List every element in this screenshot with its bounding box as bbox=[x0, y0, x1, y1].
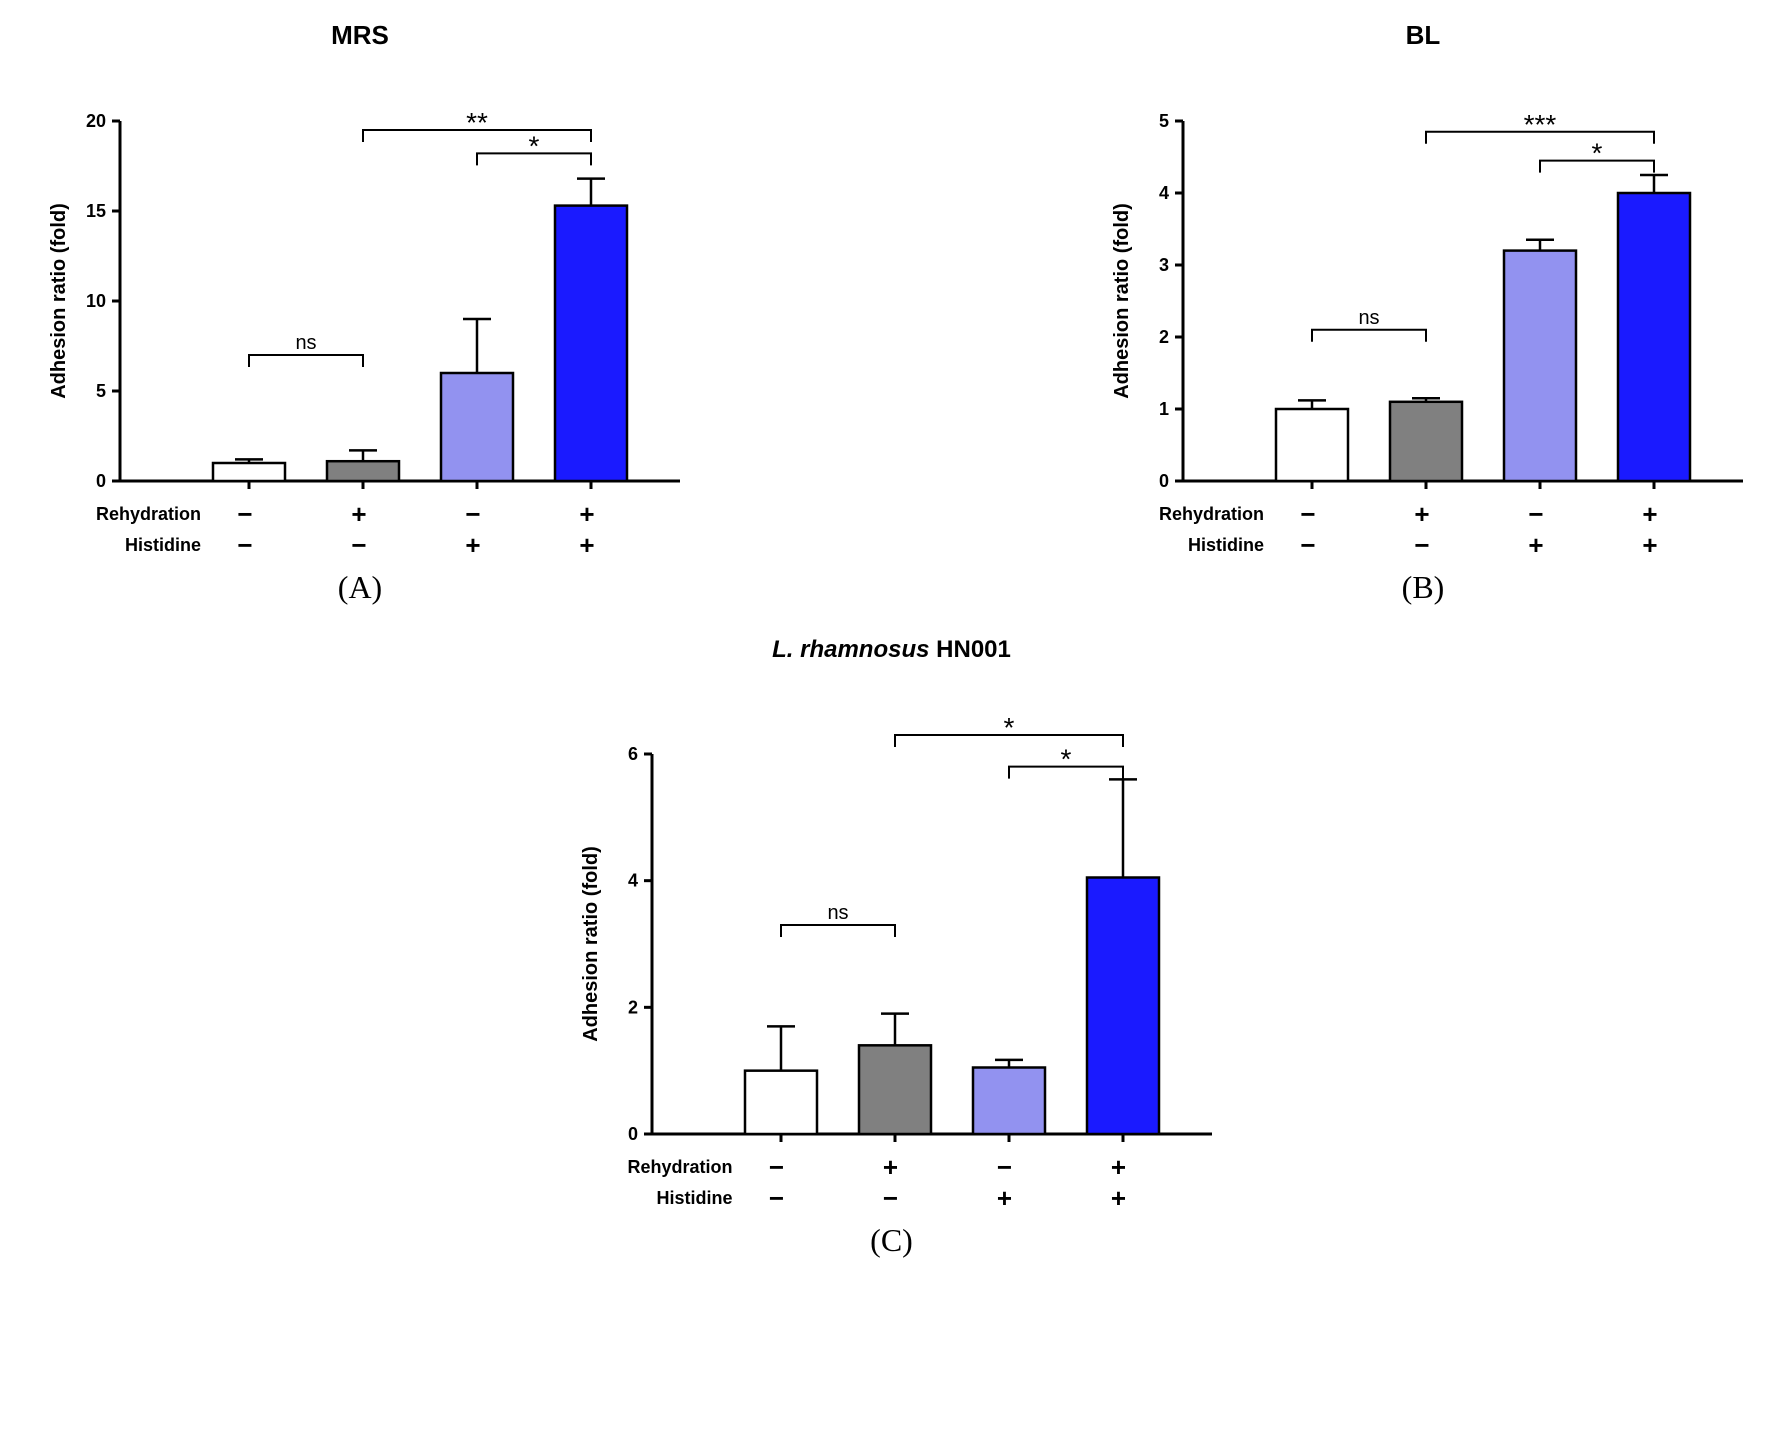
factor-symbol: − bbox=[1272, 499, 1344, 530]
factor-symbols: − − + + bbox=[1272, 530, 1686, 561]
factor-symbol: + bbox=[1386, 499, 1458, 530]
chart-title: BL bbox=[1083, 20, 1763, 51]
y-axis-label: Adhesion ratio (fold) bbox=[48, 203, 70, 399]
y-axis-label: Adhesion ratio (fold) bbox=[1111, 203, 1133, 399]
factor-symbol: + bbox=[1500, 530, 1572, 561]
significance-label: ns bbox=[827, 902, 848, 924]
factor-symbols: − − + + bbox=[209, 530, 623, 561]
bar bbox=[555, 206, 627, 481]
factor-symbols: − − + + bbox=[741, 1183, 1155, 1214]
panel-letter: (A) bbox=[20, 569, 700, 606]
bar bbox=[1276, 409, 1348, 481]
factor-symbol: + bbox=[1083, 1152, 1155, 1183]
significance-label: * bbox=[1003, 712, 1014, 743]
factor-symbol: − bbox=[323, 530, 395, 561]
figure-container: MRS05101520Adhesion ratio (fold)ns***Reh… bbox=[20, 20, 1763, 1259]
svg-text:6: 6 bbox=[627, 744, 637, 764]
svg-text:4: 4 bbox=[1159, 183, 1169, 203]
factor-row: Histidine−−++ bbox=[1083, 530, 1763, 561]
factor-rows: Rehydration−+−+Histidine−−++ bbox=[20, 499, 700, 561]
factor-symbol: − bbox=[855, 1183, 927, 1214]
panel-letter: (C) bbox=[552, 1222, 1232, 1259]
factor-symbols: − + − + bbox=[1272, 499, 1686, 530]
chart-title: L. rhamnosus HN001 bbox=[552, 636, 1232, 664]
factor-symbol: − bbox=[741, 1152, 813, 1183]
panel-b: BL012345Adhesion ratio (fold)ns****Rehyd… bbox=[1083, 20, 1763, 606]
significance-label: * bbox=[1060, 744, 1071, 775]
panel-a: MRS05101520Adhesion ratio (fold)ns***Reh… bbox=[20, 20, 700, 606]
factor-name: Histidine bbox=[552, 1188, 741, 1209]
factor-symbol: + bbox=[1083, 1183, 1155, 1214]
factor-symbol: + bbox=[855, 1152, 927, 1183]
bar bbox=[859, 1045, 931, 1134]
svg-text:0: 0 bbox=[96, 471, 106, 491]
svg-text:3: 3 bbox=[1159, 255, 1169, 275]
svg-text:20: 20 bbox=[86, 111, 106, 131]
svg-text:1: 1 bbox=[1159, 399, 1169, 419]
factor-symbol: − bbox=[969, 1152, 1041, 1183]
chart-svg: 05101520Adhesion ratio (fold)ns*** bbox=[20, 61, 700, 491]
factor-symbol: + bbox=[969, 1183, 1041, 1214]
svg-text:5: 5 bbox=[1159, 111, 1169, 131]
factor-symbols: − + − + bbox=[209, 499, 623, 530]
factor-row: Rehydration−+−+ bbox=[552, 1152, 1232, 1183]
factor-rows: Rehydration−+−+Histidine−−++ bbox=[1083, 499, 1763, 561]
panel-c: L. rhamnosus HN001 0 2 4 6 Adhesion ratio (fo… bbox=[552, 636, 1232, 1259]
bar bbox=[1618, 193, 1690, 481]
factor-symbols: − + − + bbox=[741, 1152, 1155, 1183]
factor-symbol: + bbox=[323, 499, 395, 530]
bar bbox=[973, 1068, 1045, 1135]
svg-text:4: 4 bbox=[627, 871, 637, 891]
factor-name: Rehydration bbox=[20, 504, 209, 525]
bar bbox=[213, 463, 285, 481]
chart-svg: 0 2 4 6 Adhesion ratio (fold) ns * * bbox=[552, 674, 1232, 1144]
bar bbox=[327, 461, 399, 481]
chart-svg: 012345Adhesion ratio (fold)ns**** bbox=[1083, 61, 1763, 491]
factor-symbol: − bbox=[1386, 530, 1458, 561]
factor-symbol: − bbox=[209, 499, 281, 530]
significance-label: ns bbox=[1358, 307, 1379, 329]
significance-label: *** bbox=[1524, 109, 1557, 140]
svg-text:2: 2 bbox=[1159, 327, 1169, 347]
bar bbox=[745, 1071, 817, 1134]
y-axis-label: Adhesion ratio (fold) bbox=[580, 846, 602, 1042]
factor-symbol: + bbox=[437, 530, 509, 561]
panel-letter: (B) bbox=[1083, 569, 1763, 606]
factor-name: Rehydration bbox=[1083, 504, 1272, 525]
svg-text:5: 5 bbox=[96, 381, 106, 401]
factor-symbol: + bbox=[1614, 499, 1686, 530]
factor-rows: Rehydration−+−+Histidine−−++ bbox=[552, 1152, 1232, 1214]
factor-symbol: + bbox=[551, 499, 623, 530]
significance-label: * bbox=[529, 130, 540, 161]
factor-row: Histidine−−++ bbox=[552, 1183, 1232, 1214]
factor-row: Rehydration−+−+ bbox=[1083, 499, 1763, 530]
factor-symbol: − bbox=[741, 1183, 813, 1214]
factor-symbol: + bbox=[551, 530, 623, 561]
factor-symbol: + bbox=[1614, 530, 1686, 561]
factor-symbol: − bbox=[1500, 499, 1572, 530]
bar bbox=[1390, 402, 1462, 481]
factor-row: Histidine−−++ bbox=[20, 530, 700, 561]
svg-text:10: 10 bbox=[86, 291, 106, 311]
significance-label: ** bbox=[466, 107, 488, 138]
bar bbox=[1087, 878, 1159, 1135]
bar bbox=[1504, 251, 1576, 481]
svg-text:0: 0 bbox=[1159, 471, 1169, 491]
bar bbox=[441, 373, 513, 481]
factor-row: Rehydration−+−+ bbox=[20, 499, 700, 530]
factor-symbol: − bbox=[437, 499, 509, 530]
svg-text:15: 15 bbox=[86, 201, 106, 221]
significance-label: * bbox=[1592, 138, 1603, 169]
factor-name: Rehydration bbox=[552, 1157, 741, 1178]
factor-symbol: − bbox=[209, 530, 281, 561]
factor-name: Histidine bbox=[1083, 535, 1272, 556]
svg-text:2: 2 bbox=[627, 997, 637, 1017]
factor-name: Histidine bbox=[20, 535, 209, 556]
significance-label: ns bbox=[295, 332, 316, 354]
svg-text:0: 0 bbox=[627, 1124, 637, 1144]
chart-title: MRS bbox=[20, 20, 700, 51]
factor-symbol: − bbox=[1272, 530, 1344, 561]
